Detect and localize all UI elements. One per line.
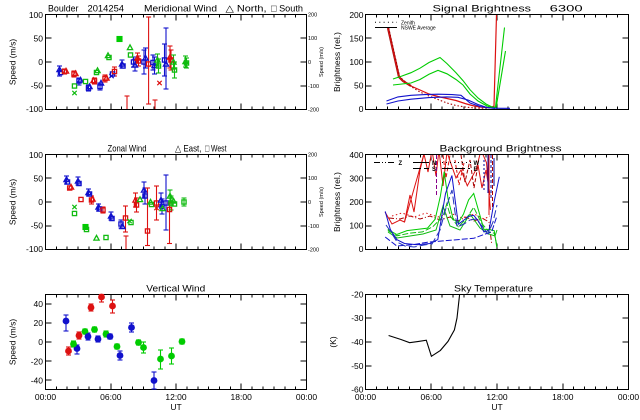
svg-text:150: 150 (349, 34, 363, 44)
svg-text:NSWE Average: NSWE Average (401, 26, 436, 32)
svg-text:200: 200 (349, 197, 363, 207)
svg-text:Zonal Wind: Zonal Wind (108, 144, 147, 155)
svg-text:UT: UT (491, 402, 502, 412)
svg-text:-200: -200 (308, 108, 319, 114)
svg-text:Signal Brightness: Signal Brightness (433, 4, 532, 15)
svg-text:100: 100 (29, 10, 43, 20)
svg-text:300: 300 (349, 174, 363, 184)
svg-text:-200: -200 (308, 248, 319, 254)
svg-text:-100: -100 (26, 104, 43, 114)
svg-text:-50: -50 (351, 361, 364, 371)
svg-text:(K): (K) (328, 336, 338, 348)
svg-text:06:00: 06:00 (421, 392, 443, 402)
svg-text:Background Brightness: Background Brightness (440, 144, 562, 155)
svg-text:N: N (432, 161, 436, 167)
svg-text:18:00: 18:00 (552, 392, 574, 402)
svg-text:-50: -50 (31, 221, 44, 231)
svg-text:200: 200 (349, 10, 363, 20)
svg-text:Speed (m/s): Speed (m/s) (319, 47, 325, 77)
svg-text:-30: -30 (351, 313, 364, 323)
svg-text:100: 100 (308, 176, 317, 182)
svg-text:Zenith: Zenith (401, 21, 415, 27)
svg-text:200: 200 (308, 153, 317, 159)
svg-text:Speed (m/s): Speed (m/s) (8, 179, 18, 225)
svg-text:0: 0 (359, 244, 364, 254)
svg-text:18:00: 18:00 (231, 392, 253, 402)
svg-text:△ East,: △ East, (175, 144, 202, 155)
svg-text:6300: 6300 (550, 4, 583, 15)
svg-text:20: 20 (34, 318, 44, 328)
svg-text:-20: -20 (31, 356, 44, 366)
svg-text:0: 0 (38, 337, 43, 347)
svg-text:12:00: 12:00 (486, 392, 508, 402)
svg-text:-40: -40 (31, 376, 44, 386)
svg-text:0: 0 (359, 104, 364, 114)
svg-text:Boulder: Boulder (48, 4, 79, 15)
svg-text:0: 0 (38, 197, 43, 207)
svg-text:100: 100 (308, 36, 317, 42)
svg-text:06:00: 06:00 (100, 392, 122, 402)
svg-text:-50: -50 (31, 81, 44, 91)
svg-text:00:00: 00:00 (296, 392, 318, 402)
svg-text:-60: -60 (351, 385, 364, 395)
svg-text:Vertical Wind: Vertical Wind (146, 284, 205, 295)
svg-text:E: E (474, 167, 478, 173)
svg-text:-100: -100 (308, 84, 319, 90)
svg-text:-100: -100 (308, 224, 319, 230)
svg-text:40: 40 (34, 299, 44, 309)
svg-text:0: 0 (308, 200, 311, 206)
svg-text:S: S (432, 167, 436, 173)
svg-text:-100: -100 (26, 244, 43, 254)
svg-text:Speed (m/s): Speed (m/s) (8, 39, 18, 85)
svg-text:Z: Z (399, 161, 403, 167)
svg-text:Meridional Wind: Meridional Wind (144, 4, 217, 15)
svg-text:50: 50 (34, 34, 44, 44)
svg-text:□ West: □ West (205, 144, 227, 155)
svg-text:0: 0 (38, 57, 43, 67)
svg-text:200: 200 (308, 13, 317, 19)
svg-text:-40: -40 (351, 337, 364, 347)
svg-text:Sky Temperature: Sky Temperature (454, 284, 533, 295)
svg-text:Speed (m/s): Speed (m/s) (319, 187, 325, 217)
svg-text:50: 50 (34, 174, 44, 184)
svg-text:Brightness (rel.): Brightness (rel.) (332, 32, 342, 92)
svg-text:△ North,: △ North, (226, 4, 267, 15)
svg-text:100: 100 (349, 57, 363, 67)
svg-text:2014254: 2014254 (88, 4, 125, 15)
svg-text:W: W (474, 161, 480, 167)
svg-text:50: 50 (354, 81, 364, 91)
svg-text:00:00: 00:00 (355, 392, 377, 402)
svg-text:0: 0 (308, 60, 311, 66)
svg-text:00:00: 00:00 (618, 392, 640, 402)
svg-text:□ South: □ South (271, 4, 303, 15)
svg-text:Brightness (rel.): Brightness (rel.) (332, 172, 342, 232)
svg-text:400: 400 (349, 150, 363, 160)
svg-text:12:00: 12:00 (165, 392, 187, 402)
svg-text:UT: UT (170, 402, 181, 412)
svg-text:-20: -20 (351, 290, 364, 300)
svg-text:00:00: 00:00 (35, 392, 57, 402)
svg-text:Speed (m/s): Speed (m/s) (8, 319, 18, 365)
svg-text:100: 100 (29, 150, 43, 160)
svg-text:100: 100 (349, 221, 363, 231)
